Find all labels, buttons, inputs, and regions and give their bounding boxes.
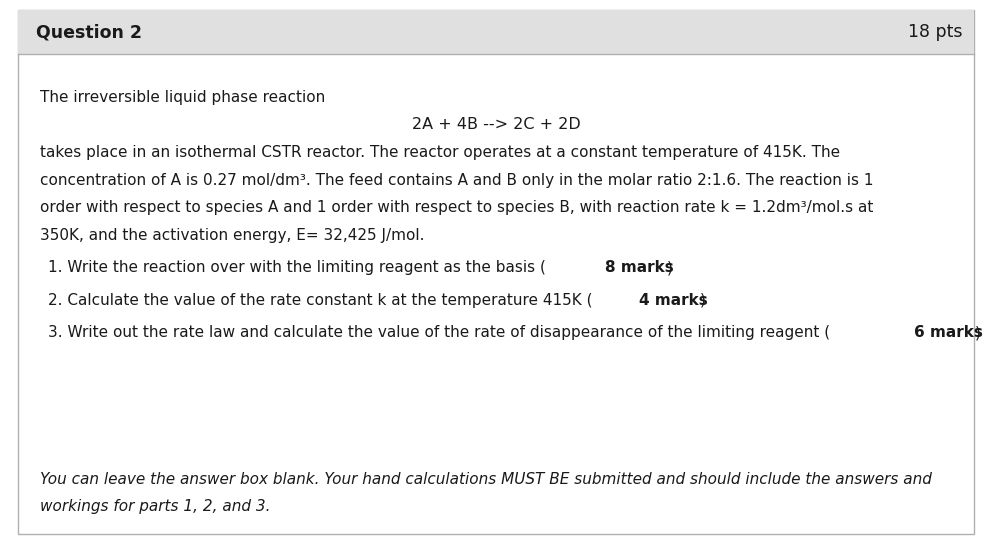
Text: ): ) [667, 260, 673, 275]
Text: 18 pts: 18 pts [908, 23, 962, 41]
Text: 8 marks: 8 marks [605, 260, 675, 275]
Text: takes place in an isothermal CSTR reactor. The reactor operates at a constant te: takes place in an isothermal CSTR reacto… [40, 145, 840, 160]
Text: 2. Calculate the value of the rate constant k at the temperature 415K (: 2. Calculate the value of the rate const… [48, 293, 592, 308]
Text: 3. Write out the rate law and calculate the value of the rate of disappearance o: 3. Write out the rate law and calculate … [48, 325, 829, 341]
Text: 2A + 4B --> 2C + 2D: 2A + 4B --> 2C + 2D [412, 116, 580, 132]
Bar [18, 10, 974, 54]
Text: 350K, and the activation energy, E= 32,425 J/mol.: 350K, and the activation energy, E= 32,4… [40, 228, 425, 243]
Text: The irreversible liquid phase reaction: The irreversible liquid phase reaction [40, 90, 325, 105]
Text: order with respect to species A and 1 order with respect to species B, with reac: order with respect to species A and 1 or… [40, 200, 873, 215]
Text: 6 marks: 6 marks [914, 325, 982, 341]
Text: ): ) [975, 325, 981, 341]
Text: ): ) [700, 293, 706, 308]
Text: concentration of A is 0.27 mol/dm³. The feed contains A and B only in the molar : concentration of A is 0.27 mol/dm³. The … [40, 172, 873, 188]
Text: You can leave the answer box blank. Your hand calculations MUST BE submitted and: You can leave the answer box blank. Your… [40, 472, 931, 487]
Text: workings for parts 1, 2, and 3.: workings for parts 1, 2, and 3. [40, 499, 270, 514]
Text: Question 2: Question 2 [36, 23, 142, 41]
Text: 4 marks: 4 marks [639, 293, 707, 308]
Text: 1. Write the reaction over with the limiting reagent as the basis (: 1. Write the reaction over with the limi… [48, 260, 546, 275]
